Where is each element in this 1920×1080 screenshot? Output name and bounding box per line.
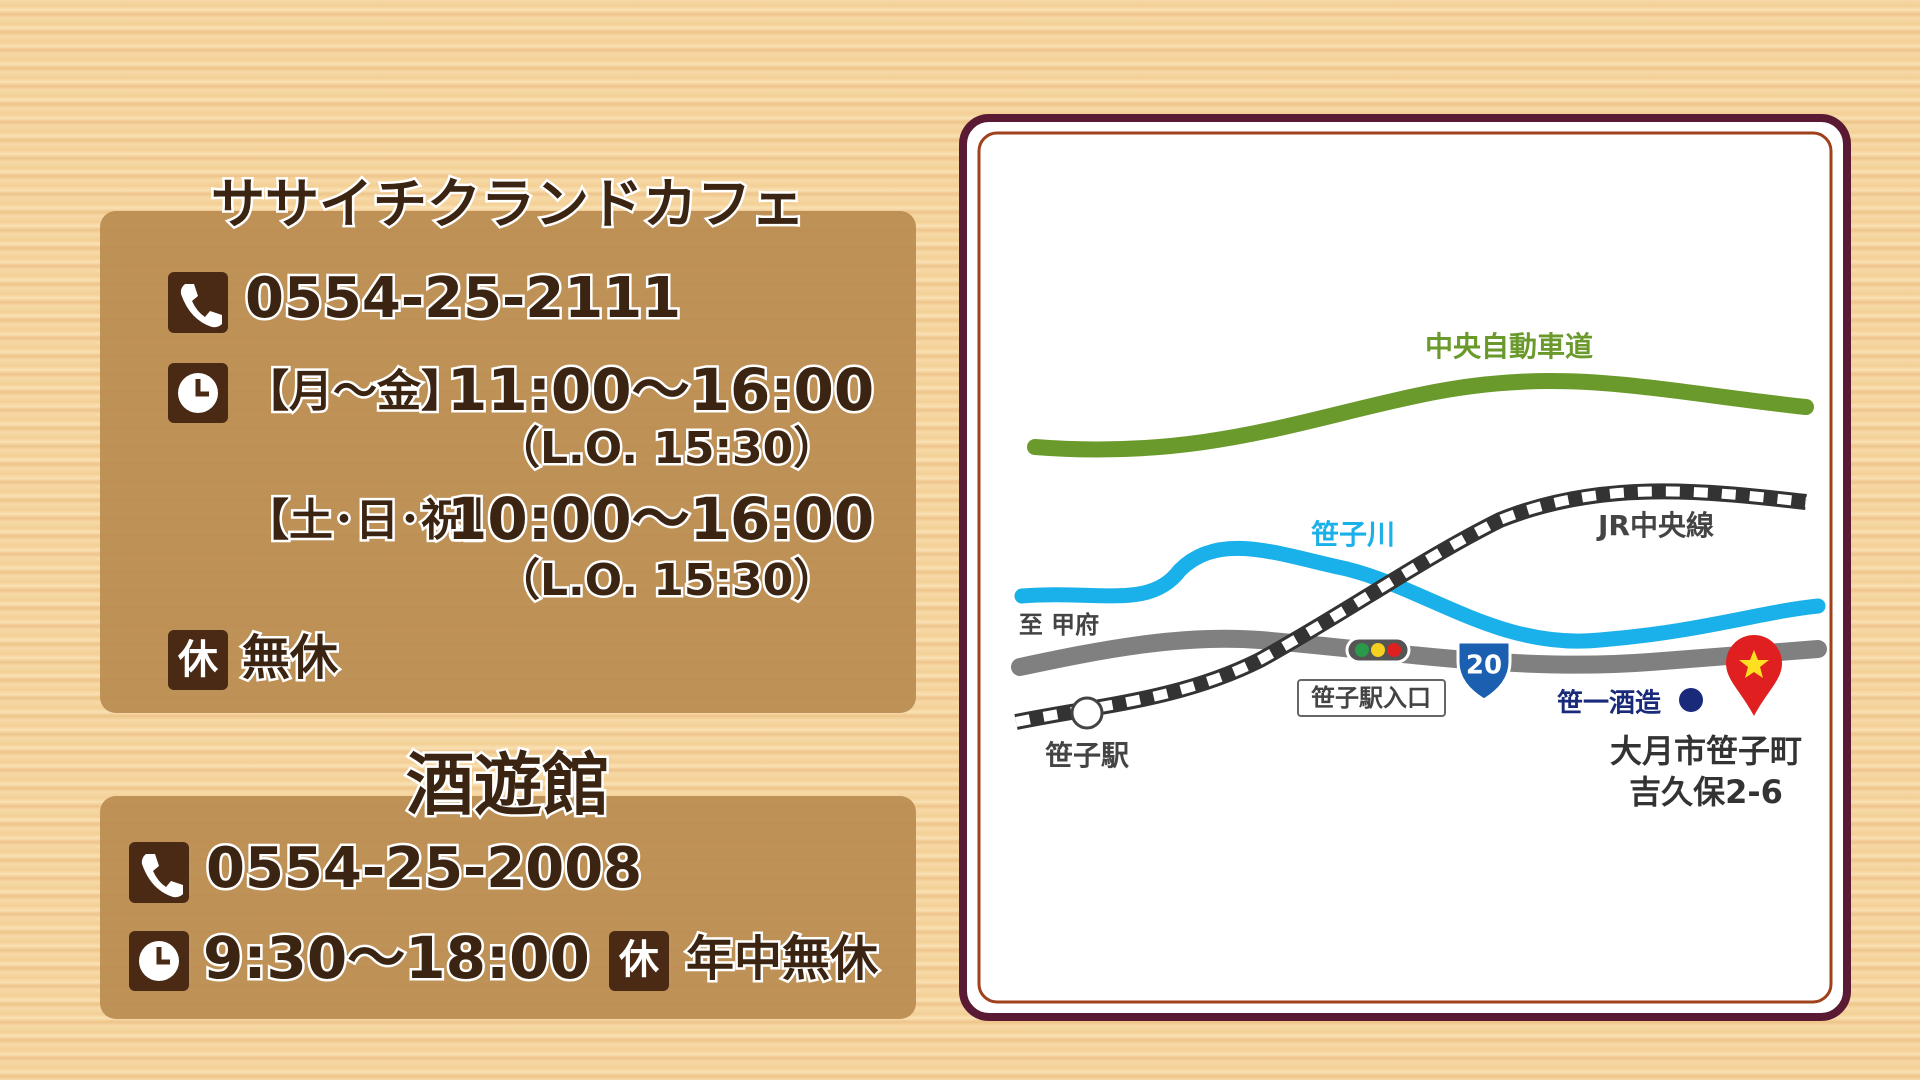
railway-label: JR中央線	[1596, 509, 1714, 542]
phone: 0554-25-2111	[245, 266, 681, 331]
brewery-marker	[1679, 688, 1703, 712]
closed-days: 年中無休	[686, 931, 879, 987]
last-order: （L.O. 15:30）	[496, 423, 837, 474]
light-red	[1387, 643, 1401, 657]
pin-star	[1739, 650, 1769, 678]
clock-icon	[129, 931, 189, 991]
time: 11:00～16:00	[447, 356, 874, 424]
direction-label: 至 甲府	[1019, 611, 1099, 639]
light-green	[1355, 643, 1369, 657]
address-line: 吉久保2-6	[1629, 773, 1783, 811]
shop-name: ササイチクランドカフェ	[211, 173, 805, 236]
phone-icon	[168, 272, 228, 333]
days: 【月～金】	[245, 366, 465, 417]
time: 10:00～16:00	[447, 485, 874, 553]
days: 【土･日･祝】	[245, 495, 509, 546]
closed-icon	[168, 630, 228, 690]
light-yellow	[1371, 643, 1385, 657]
route-shield	[1456, 640, 1512, 702]
station-marker	[1070, 696, 1104, 730]
intersection-box	[1297, 679, 1446, 717]
brewery-label: 笹一酒造	[1557, 689, 1661, 719]
river	[1014, 540, 1826, 649]
info-panel	[100, 211, 916, 713]
last-order: （L.O. 15:30）	[496, 555, 837, 606]
intersection-label: 笹子駅入口	[1311, 684, 1431, 712]
time: 9:30～18:00	[203, 924, 590, 992]
closed-icon-label: 休	[618, 937, 660, 983]
closed-icon	[609, 931, 669, 991]
map-inner-border	[977, 131, 1833, 1004]
clock-icon	[168, 363, 228, 423]
destination-pin	[1726, 635, 1782, 716]
address-line: 大月市笹子町	[1610, 732, 1802, 770]
closed-days: 無休	[242, 630, 339, 686]
river-label: 笹子川	[1311, 518, 1395, 551]
railway	[1014, 483, 1807, 730]
closed-icon-label: 休	[177, 637, 219, 683]
station-label: 笹子駅	[1045, 739, 1129, 772]
expressway	[1027, 373, 1814, 458]
route-label: 20	[1466, 651, 1502, 681]
expressway-label: 中央自動車道	[1425, 330, 1593, 363]
info-panel	[100, 796, 916, 1019]
phone: 0554-25-2008	[206, 836, 642, 901]
shop-name: 酒遊館	[406, 747, 610, 826]
phone-icon	[129, 842, 189, 903]
